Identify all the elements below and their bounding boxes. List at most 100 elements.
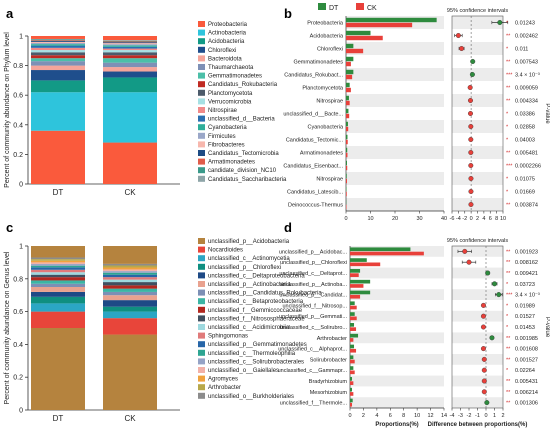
- category-label: Arthrobacter: [317, 336, 347, 342]
- category-label: unclassified_f__Nitrosop...: [282, 303, 347, 309]
- legend-label: Planctomycetota: [208, 91, 253, 97]
- ci-title: 95% confidence intervals: [447, 238, 508, 244]
- row-shade: [452, 375, 503, 387]
- stacked-bar-segment: [31, 41, 85, 43]
- stacked-bar-segment: [31, 44, 85, 46]
- legend-swatch: [198, 64, 205, 70]
- stacked-bar-segment: [103, 62, 157, 68]
- ck-bar: [346, 191, 347, 197]
- significance-stars: *: [506, 21, 509, 27]
- legend-swatch: [198, 246, 205, 253]
- significance-stars: **: [506, 347, 511, 353]
- y-tick-label: 0.4: [13, 122, 23, 129]
- panel-label-d: d: [284, 220, 292, 235]
- p-value-label: 0.03386: [515, 112, 535, 118]
- category-label: Nitrospirae: [316, 177, 343, 183]
- category-label: unclassified_p__Gemmati...: [279, 314, 347, 320]
- legend-label: unclassified_c__Deltaproteobacteria: [208, 273, 305, 279]
- row-shade: [346, 94, 444, 107]
- p-value-label: 0.01527: [515, 314, 535, 320]
- difference-point: [480, 324, 486, 330]
- ck-bar: [350, 392, 354, 396]
- difference-point: [466, 259, 472, 265]
- category-label: Bradyrhizobium: [309, 379, 348, 385]
- stacked-bar-segment: [31, 262, 85, 265]
- stacked-bar-segment: [31, 41, 85, 42]
- dt-bar: [350, 333, 359, 338]
- legend-swatch: [318, 3, 326, 10]
- difference-point: [480, 302, 486, 308]
- stacked-bar-segment: [31, 70, 85, 81]
- stacked-bar-segment: [103, 40, 157, 42]
- panel-label-c: c: [6, 220, 13, 235]
- x-tick-label: 8: [402, 413, 405, 419]
- dt-bar: [346, 134, 348, 140]
- stacked-bar-segment: [31, 328, 85, 410]
- ci-tick-label: -4: [450, 413, 455, 419]
- p-value-label: 0.006214: [515, 390, 538, 396]
- ck-bar: [350, 316, 357, 321]
- legend-label: Proteobacteria: [208, 22, 248, 28]
- stacked-bar-segment: [103, 295, 157, 301]
- legend-label: unclassified_f__Nitrososphaeraceae: [208, 316, 305, 322]
- stacked-bar-segment: [31, 65, 85, 71]
- legend-label: Cyanobacteria: [208, 125, 247, 131]
- ck-bar: [346, 165, 348, 171]
- legend-swatch: [198, 167, 205, 174]
- stacked-bar-segment: [103, 67, 157, 72]
- x-tick-label: 10: [367, 216, 373, 222]
- panel-label-a: a: [6, 6, 14, 21]
- ck-bar: [346, 113, 350, 119]
- stacked-bar-segment: [103, 71, 157, 78]
- legend-swatch: [198, 392, 205, 399]
- p-value-label: 0.009059: [515, 86, 538, 92]
- dt-bar: [350, 323, 355, 327]
- x-tick-label: 40: [441, 216, 447, 222]
- y-tick-label: 0.6: [13, 93, 23, 100]
- x-tick-label: 2: [362, 413, 365, 419]
- stacked-bar-segment: [31, 47, 85, 51]
- panel-label-b: b: [284, 6, 292, 21]
- p-value-label: 0.0002266: [515, 164, 541, 170]
- significance-stars: *: [506, 47, 509, 53]
- category-label: Cyanobacteria: [308, 125, 344, 131]
- legend-label: Arthrobacter: [208, 385, 241, 391]
- p-value-label: 0.009421: [515, 271, 538, 277]
- stacked-bar-segment: [31, 274, 85, 278]
- category-label: unclassified_f__Thermole...: [280, 401, 348, 407]
- p-value-label: 0.008162: [515, 260, 538, 266]
- ci-tick-label: -6: [450, 216, 455, 222]
- stacked-bar-segment: [103, 272, 157, 275]
- stacked-bar-segment: [103, 285, 157, 289]
- dt-bar: [346, 30, 371, 36]
- stacked-bar-segment: [31, 283, 85, 287]
- dt-bar: [350, 366, 354, 370]
- p-value-label: 0.001608: [515, 347, 538, 353]
- significance-stars: **: [506, 151, 511, 157]
- significance-stars: **: [506, 203, 511, 209]
- x-tick-label: 14: [441, 413, 447, 419]
- significance-stars: *: [506, 190, 509, 196]
- p-value-label: 0.005431: [515, 379, 538, 385]
- category-label: unclassified_d__Bacte...: [283, 112, 343, 118]
- stacked-bar-segment: [103, 265, 157, 268]
- y-tick-label: 0.4: [13, 342, 23, 349]
- legend-swatch: [198, 281, 205, 287]
- dt-bar: [350, 355, 354, 360]
- row-shade: [346, 146, 444, 159]
- p-value-label: 0.01669: [515, 190, 535, 196]
- category-label: Candidatus_Tectomic...: [286, 138, 344, 144]
- stacked-bar-segment: [103, 41, 157, 43]
- legend-swatch: [198, 29, 205, 36]
- significance-stars: **: [506, 60, 511, 66]
- legend-label: unclassified_d__Bacteria: [208, 117, 275, 123]
- stacked-bar-segment: [103, 46, 157, 49]
- ck-bar: [350, 262, 381, 267]
- p-value-label: 0.02858: [515, 125, 535, 131]
- legend-swatch: [198, 81, 205, 88]
- x-tick-label: 4: [375, 413, 378, 419]
- category-label: Acidobacteria: [310, 34, 344, 40]
- row-shade: [346, 120, 444, 133]
- stacked-bar-segment: [31, 264, 85, 266]
- ci-tick-label: 2: [501, 413, 504, 419]
